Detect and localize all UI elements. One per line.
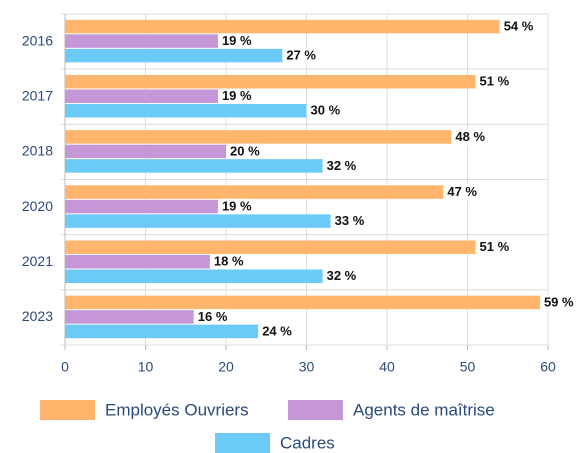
value-label: 48 % [455,129,485,144]
value-label: 27 % [286,48,316,63]
value-label: 32 % [327,268,357,283]
value-label: 24 % [262,323,292,338]
x-tick-label: 30 [299,359,315,375]
value-label: 32 % [327,158,357,173]
y-tick-label: 2018 [22,143,53,159]
value-label: 51 % [480,239,510,254]
bar [65,75,476,89]
value-label: 33 % [335,213,365,228]
legend-label: Agents de maîtrise [353,400,495,419]
legend-label: Cadres [280,433,335,452]
bar [65,130,452,144]
value-label-box [193,309,232,326]
value-label-box [258,323,296,341]
value-label-box [330,213,369,230]
value-label: 16 % [198,309,228,324]
x-tick-label: 40 [379,359,395,375]
bar [65,295,540,310]
value-label: 19 % [222,88,252,103]
value-label-box [306,103,345,120]
legend-swatch [288,400,343,420]
value-label: 59 % [544,294,574,309]
value-label-box [539,294,578,312]
value-label: 20 % [230,143,260,158]
bar [65,185,444,199]
value-label: 30 % [311,103,341,118]
value-label: 19 % [222,33,252,48]
bar [65,269,323,283]
bar [65,240,476,254]
bar [65,214,331,228]
legend-swatch [40,400,95,420]
value-label-box [282,47,320,65]
bar [65,104,307,118]
value-label-box [217,198,256,216]
y-tick-label: 2023 [22,308,53,324]
x-tick-label: 0 [61,359,69,375]
y-tick-label: 2020 [22,198,53,214]
x-tick-label: 50 [460,359,476,375]
value-label: 54 % [504,19,534,34]
legend-label: Employés Ouvriers [105,400,249,419]
value-label-box [499,18,538,36]
value-label-box [322,268,361,285]
y-tick-label: 2017 [22,87,53,103]
value-label-box [322,158,361,175]
legend-swatch [215,433,270,453]
value-label-box [217,88,256,105]
y-tick-label: 2016 [22,32,53,48]
value-label: 19 % [222,199,252,214]
bar [65,199,218,214]
value-label-box [217,33,256,50]
bar [65,255,210,269]
value-label: 47 % [447,184,477,199]
bar [65,324,259,339]
value-label: 18 % [214,254,244,269]
value-label-box [209,254,248,271]
y-tick-label: 2021 [22,253,53,269]
x-tick-label: 60 [540,359,556,375]
value-label-box [443,184,481,201]
x-tick-label: 20 [218,359,234,375]
x-tick-label: 10 [138,359,154,375]
value-label-box [451,129,490,146]
value-label-box [475,74,514,91]
bar [65,89,218,103]
value-label-box [226,143,264,161]
bar [65,34,218,48]
bar [65,19,500,34]
value-label: 51 % [480,74,510,89]
bar [65,48,283,63]
bar [65,159,323,173]
bar [65,310,194,324]
bar [65,144,226,159]
value-label-box [475,239,514,256]
